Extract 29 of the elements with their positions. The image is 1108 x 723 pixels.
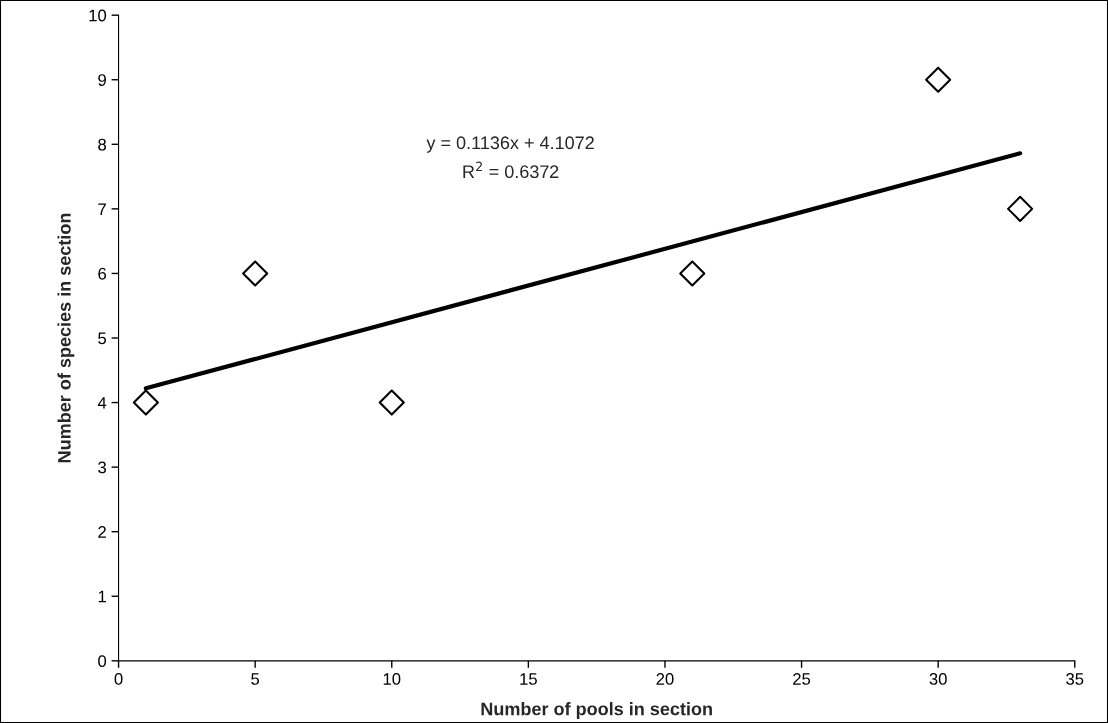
- y-tick-label: 5: [98, 332, 107, 345]
- x-tick-label: 10: [383, 673, 401, 685]
- point: [132, 389, 159, 416]
- x-tick-label: 35: [1066, 673, 1084, 685]
- x-tick-label: 0: [114, 673, 123, 685]
- y-tick-label: 4: [97, 397, 107, 409]
- point: [242, 260, 269, 287]
- point: [679, 260, 706, 287]
- y-axis-title: Number of species in section: [57, 213, 75, 463]
- point: [378, 389, 405, 416]
- x-axis-title: Number of pools in section: [481, 702, 712, 719]
- x-tick-label: 30: [929, 673, 947, 685]
- x-tick-label: 5: [251, 673, 260, 685]
- y-tick-label: 9: [98, 74, 106, 86]
- y-tick-label: 2: [98, 526, 106, 538]
- x-tick-label: 15: [520, 673, 537, 685]
- y-tick-label: 10: [89, 9, 107, 22]
- annotation: R$^{2}$ = 0.6372: [463, 161, 559, 179]
- x-tick-label: 25: [793, 673, 811, 685]
- y-tick-label: 3: [98, 461, 107, 474]
- y-tick-label: 1: [98, 590, 106, 603]
- y-tick-label: 0: [98, 655, 107, 668]
- point: [1007, 195, 1034, 222]
- point: [925, 66, 952, 93]
- x-tick-label: 20: [656, 673, 674, 685]
- y-tick-label: 6: [98, 267, 107, 280]
- y-tick-label: 8: [98, 138, 107, 151]
- annotation: y = 0.1136x + 4.1072: [426, 136, 594, 153]
- y-tick-label: 7: [98, 203, 106, 215]
